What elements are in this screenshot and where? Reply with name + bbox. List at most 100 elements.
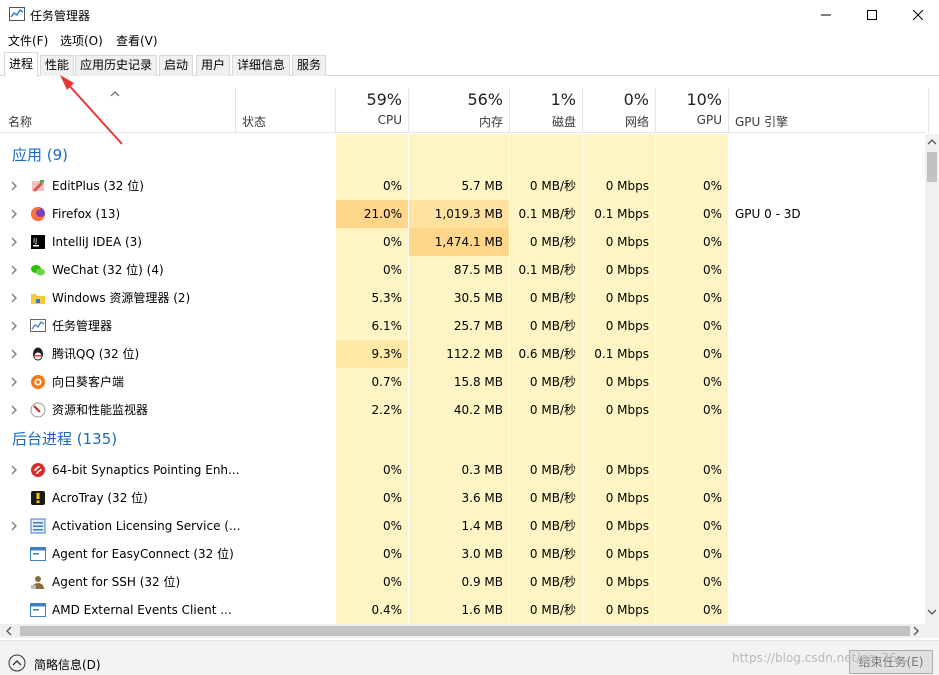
tab-startup[interactable]: 启动 (159, 55, 194, 76)
process-name: AcroTray (32 位) (52, 491, 148, 505)
mem-value: 1.4 MB (461, 519, 503, 533)
mem-value: 1,474.1 MB (409, 228, 509, 256)
table-row[interactable]: 向日葵客户端 0.7% 15.8 MB 0 MB/秒 0 Mbps 0% (0, 368, 925, 396)
process-name: 腾讯QQ (32 位) (52, 347, 140, 361)
header-status[interactable]: 状态 (242, 115, 267, 129)
chevron-right-icon[interactable] (10, 293, 18, 303)
header-disk-percent[interactable]: 1% (550, 90, 576, 109)
chevron-right-icon[interactable] (10, 465, 18, 475)
chevron-right-icon[interactable] (10, 237, 18, 247)
header-gpu-percent[interactable]: 10% (686, 90, 722, 109)
cpu-value: 0% (382, 575, 402, 589)
scroll-up-icon[interactable] (927, 138, 937, 146)
header-network-percent[interactable]: 0% (623, 90, 649, 109)
tab-details[interactable]: 详细信息 (232, 55, 291, 76)
column-header (0, 88, 925, 133)
table-row[interactable]: 腾讯QQ (32 位) 9.3% 112.2 MB 0.6 MB/秒 0.1 Mbps 0… (0, 340, 925, 368)
table-row[interactable]: WeChat (32 位) (4) 0% 87.5 MB 0.1 MB/秒 0 Mbps… (0, 256, 925, 284)
column-separator[interactable] (728, 88, 729, 133)
header-disk[interactable]: 磁盘 (551, 115, 576, 129)
table-row[interactable]: 64-bit Synaptics Pointing Enh... 0% 0.3 MB… (0, 456, 925, 484)
process-name: 64-bit Synaptics Pointing Enh... (52, 463, 240, 477)
table-row[interactable]: Activation Licensing Service (... 0% 1.4 M… (0, 512, 925, 540)
menu-file[interactable]: 文件(F) (8, 34, 49, 48)
footer: 简略信息(D) 结束任务(E) (0, 640, 939, 675)
table-row[interactable]: IJ IntelliJ IDEA (3) 0% 1,474.1 MB 0 MB/秒 0 M… (0, 228, 925, 256)
cpu-value: 0.7% (371, 375, 403, 389)
minimize-button[interactable] (803, 0, 849, 30)
maximize-icon (867, 10, 877, 20)
editplus-icon (32, 180, 44, 192)
column-separator[interactable] (509, 88, 510, 133)
header-gpu[interactable]: GPU (696, 113, 722, 127)
header-gpu-engine[interactable]: GPU 引擎 (735, 115, 789, 129)
table-row[interactable]: 资源和性能监视器 2.2% 40.2 MB 0 MB/秒 0 Mbps 0% (0, 396, 925, 424)
table-row[interactable]: AcroTray (32 位) 0% 3.6 MB 0 MB/秒 0 Mbps 0% (0, 484, 925, 512)
vertical-scroll-thumb[interactable] (927, 152, 937, 182)
disk-value: 0 MB/秒 (529, 319, 576, 333)
scroll-down-icon[interactable] (927, 608, 937, 616)
chevron-right-icon[interactable] (10, 321, 18, 331)
maximize-button[interactable] (849, 0, 895, 30)
table-row[interactable]: EditPlus (32 位) 0% 5.7 MB 0 MB/秒 0 Mbps 0% (0, 172, 925, 200)
mem-value: 1,019.3 MB (409, 200, 509, 228)
window-title: 任务管理器 (30, 9, 91, 23)
net-value: 0 Mbps (605, 403, 649, 417)
net-value: 0 Mbps (605, 263, 649, 277)
group-title-apps: 应用 (9) (12, 146, 69, 164)
chevron-right-icon[interactable] (10, 521, 18, 531)
tab-users[interactable]: 用户 (196, 55, 231, 76)
process-name: EditPlus (32 位) (52, 179, 144, 193)
gpu-value: 0% (702, 463, 722, 477)
mem-value: 40.2 MB (453, 403, 503, 417)
table-row[interactable]: AMD External Events Client ... 0.4% 1.6 MB… (0, 596, 925, 624)
chevron-right-icon[interactable] (10, 209, 18, 219)
header-memory-percent[interactable]: 56% (467, 90, 503, 109)
table-row[interactable]: Firefox (13) 21.0% 1,019.3 MB 0.1 MB/秒 0.1 M… (0, 200, 925, 228)
table-row[interactable]: 任务管理器 6.1% 25.7 MB 0 MB/秒 0 Mbps 0% (0, 312, 925, 340)
header-memory[interactable]: 内存 (478, 115, 503, 129)
header-cpu-percent[interactable]: 59% (366, 90, 402, 109)
fewer-details-link[interactable]: 简略信息(D) (34, 658, 101, 672)
mem-value: 0.9 MB (461, 575, 503, 589)
horizontal-scroll-thumb[interactable] (20, 626, 910, 636)
table-row[interactable]: Windows 资源管理器 (2) 5.3% 30.5 MB 0 MB/秒 0 Mbps… (0, 284, 925, 312)
vertical-scrollbar[interactable] (925, 134, 939, 624)
tab-processes[interactable]: 进程 (4, 52, 39, 77)
header-network[interactable]: 网络 (624, 115, 649, 129)
chevron-right-icon[interactable] (10, 405, 18, 415)
cpu-value: 5.3% (371, 291, 403, 305)
close-button[interactable] (895, 0, 939, 30)
net-value: 0 Mbps (605, 179, 649, 193)
column-separator[interactable] (655, 88, 656, 133)
svg-text:IJ: IJ (33, 237, 37, 245)
header-name[interactable]: 名称 (8, 115, 33, 129)
disk-value: 0 MB/秒 (529, 603, 576, 617)
scroll-left-icon[interactable] (5, 626, 13, 636)
net-value: 0 Mbps (605, 603, 649, 617)
tab-app-history[interactable]: 应用历史记录 (75, 55, 158, 76)
header-cpu[interactable]: CPU (377, 113, 402, 127)
chevron-right-icon[interactable] (10, 349, 18, 359)
table-row[interactable]: Agent for EasyConnect (32 位) 0% 3.0 MB 0 MB… (0, 540, 925, 568)
chevron-right-icon[interactable] (10, 265, 18, 275)
chevron-right-icon[interactable] (10, 377, 18, 387)
column-separator[interactable] (408, 88, 409, 133)
chevron-right-icon[interactable] (10, 181, 18, 191)
column-separator[interactable] (235, 88, 236, 133)
menu-options[interactable]: 选项(O) (60, 34, 103, 48)
fewer-details-icon[interactable] (8, 654, 26, 672)
tab-bar: 进程 性能 应用历史记录 启动 用户 详细信息 服务 (0, 52, 939, 77)
end-task-button[interactable]: 结束任务(E) (849, 650, 933, 674)
tab-services[interactable]: 服务 (292, 55, 327, 76)
tab-performance[interactable]: 性能 (40, 55, 75, 76)
column-separator[interactable] (928, 88, 929, 133)
sunflower-icon (31, 375, 45, 389)
sort-caret-icon[interactable] (110, 90, 120, 98)
column-separator[interactable] (335, 88, 336, 133)
menu-view[interactable]: 查看(V) (116, 34, 158, 48)
column-separator[interactable] (582, 88, 583, 133)
table-row[interactable]: Agent for SSH (32 位) 0% 0.9 MB 0 MB/秒 0 Mbps… (0, 568, 925, 596)
acrotray-icon (31, 491, 45, 505)
scroll-right-icon[interactable] (912, 626, 920, 636)
